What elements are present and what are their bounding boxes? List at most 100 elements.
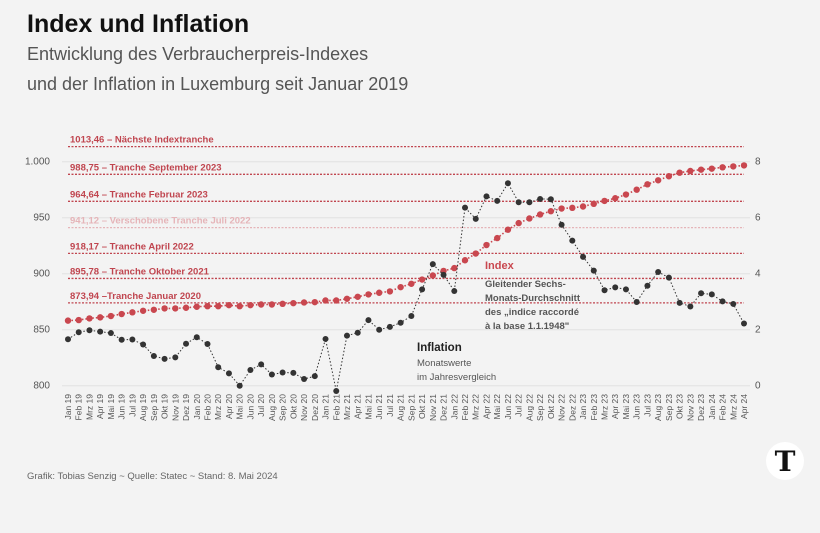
data-point-index (204, 302, 211, 310)
data-point-index (504, 226, 512, 233)
x-tick-label: Apr 22 (481, 394, 491, 419)
data-point-inflation (708, 291, 715, 298)
x-tick-label: Okt 21 (417, 394, 427, 419)
data-point-index (429, 272, 437, 279)
x-tick-label: Jun 23 (632, 394, 642, 420)
data-point-index (118, 310, 125, 318)
data-point-inflation (301, 375, 308, 382)
y-right-tick-label: 8 (755, 157, 761, 168)
data-point-inflation (698, 290, 705, 297)
inflation-legend-description: im Jahresvergleich (417, 372, 496, 383)
x-tick-label: Okt 19 (160, 394, 170, 419)
x-tick-label: Jul 22 (514, 394, 524, 417)
data-point-inflation (719, 298, 726, 305)
x-tick-label: Jul 20 (256, 394, 266, 417)
data-point-inflation (225, 370, 232, 377)
data-point-index (676, 169, 683, 176)
series-line-inflation (67, 182, 745, 392)
data-point-index (408, 280, 415, 287)
x-tick-label: Aug 23 (653, 394, 663, 421)
x-tick-label: Dez 23 (696, 394, 706, 421)
data-point-inflation (601, 287, 608, 294)
x-tick-label: Aug 21 (396, 394, 406, 421)
x-tick-label: Nov 22 (557, 394, 567, 421)
data-point-index (64, 317, 72, 324)
page-title: Index und Inflation (27, 10, 250, 38)
data-point-inflation (258, 361, 265, 368)
data-point-index (590, 200, 597, 208)
data-point-index (654, 177, 662, 184)
data-point-inflation (118, 336, 125, 343)
x-tick-label: Nov 19 (170, 394, 180, 421)
data-point-inflation (558, 221, 565, 228)
data-point-inflation (429, 261, 436, 268)
x-tick-label: Mai 22 (492, 394, 502, 420)
x-tick-label: Mrz 22 (471, 394, 481, 420)
data-point-inflation (526, 199, 533, 206)
x-tick-label: Dez 21 (439, 394, 449, 421)
x-tick-label: Nov 23 (685, 394, 695, 421)
data-point-index (290, 299, 297, 307)
series-line-index (67, 164, 745, 322)
data-point-inflation (569, 237, 576, 244)
data-point-index (365, 291, 372, 298)
data-point-inflation (161, 355, 168, 362)
y-left-tick-label: 1.000 (25, 157, 50, 168)
data-point-inflation (590, 267, 597, 274)
data-point-index (730, 163, 737, 170)
data-point-index (225, 301, 233, 309)
reference-line-label: 873,94 –Tranche Januar 2020 (70, 291, 201, 302)
x-tick-label: Sep 20 (278, 394, 288, 421)
data-point-index (697, 166, 705, 173)
data-point-inflation (472, 215, 479, 222)
data-point-inflation (483, 193, 490, 200)
data-point-inflation (580, 253, 587, 260)
source-credit: Grafik: Tobias Senzig ~ Quelle: Statec ~… (27, 471, 278, 482)
data-point-inflation (333, 388, 340, 395)
x-tick-label: Jun 21 (374, 394, 384, 420)
x-tick-label: Mrz 21 (342, 394, 352, 420)
x-tick-label: Apr 19 (95, 394, 105, 419)
data-point-inflation (215, 364, 222, 371)
x-tick-label: Jun 22 (503, 394, 513, 420)
data-point-index (536, 211, 544, 218)
data-point-index (451, 264, 458, 272)
data-point-index (708, 165, 716, 172)
data-point-inflation (290, 369, 297, 376)
data-point-index (139, 307, 147, 314)
data-point-index (472, 250, 479, 257)
x-tick-label: Aug 19 (138, 394, 148, 421)
data-point-index (247, 301, 254, 309)
data-point-index (311, 298, 318, 306)
data-point-inflation (676, 299, 683, 306)
data-point-inflation (204, 340, 211, 347)
x-tick-label: Feb 19 (74, 394, 84, 421)
data-point-index (375, 289, 383, 296)
data-point-inflation (665, 274, 672, 281)
x-tick-label: Okt 20 (288, 394, 298, 419)
data-point-index (494, 234, 501, 242)
data-point-inflation (65, 336, 71, 343)
x-tick-label: Jan 22 (449, 394, 459, 420)
data-point-index (665, 173, 673, 180)
data-point-index (740, 162, 748, 169)
data-point-index (397, 283, 404, 291)
x-tick-label: Dez 20 (310, 394, 320, 421)
index-legend-description: Monats-Durchschnitt (485, 293, 581, 304)
data-point-inflation (408, 312, 415, 319)
data-point-inflation (644, 282, 651, 289)
x-tick-label: Okt 23 (675, 394, 685, 419)
x-tick-label: Feb 20 (202, 394, 212, 421)
data-point-index (418, 276, 426, 283)
data-point-inflation (172, 354, 179, 361)
data-point-index (612, 195, 619, 202)
data-point-index (547, 208, 555, 215)
data-point-inflation (268, 371, 275, 378)
x-tick-label: Aug 22 (524, 394, 534, 421)
data-point-inflation (515, 199, 522, 206)
data-point-index (107, 312, 115, 320)
data-point-inflation (150, 353, 157, 360)
data-point-index (633, 186, 640, 193)
reference-line-label: 964,64 – Tranche Februar 2023 (70, 189, 208, 200)
